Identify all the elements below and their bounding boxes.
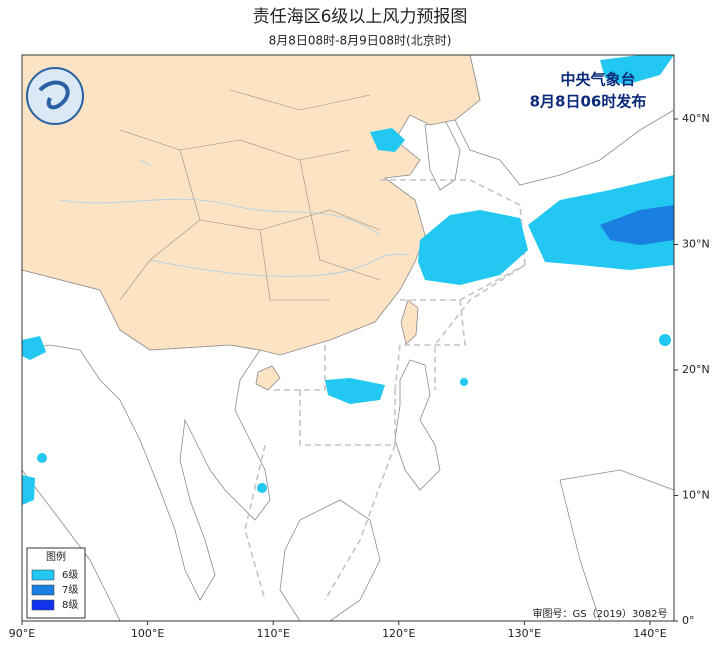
lon-label: 100°E [131, 627, 164, 640]
legend-swatch [31, 584, 55, 596]
logo [26, 67, 84, 125]
legend-label: 6级 [62, 569, 78, 581]
lat-label: 30°N [682, 238, 710, 251]
issue-time: 8月8日06时发布 [530, 93, 647, 111]
approval-number: 审图号：GS（2019）3082号 [533, 607, 668, 620]
lat-label: 20°N [682, 363, 710, 376]
title: 责任海区6级以上风力预报图 [253, 7, 468, 27]
lon-label: 120°E [382, 627, 415, 640]
legend-title: 图例 [46, 550, 66, 563]
lat-label: 0° [682, 614, 695, 627]
legend-swatch [31, 599, 55, 611]
lat-label: 40°N [682, 112, 710, 125]
map-frame [21, 54, 675, 622]
legend-label: 8级 [62, 599, 78, 611]
lon-label: 130°E [508, 627, 541, 640]
lon-label: 140°E [633, 627, 666, 640]
legend-label: 7级 [62, 584, 78, 596]
lon-label: 90°E [9, 627, 35, 640]
publisher: 中央气象台 [560, 71, 635, 89]
lon-label: 110°E [256, 627, 289, 640]
legend-swatch [31, 569, 55, 581]
lat-label: 10°N [682, 489, 710, 502]
subtitle: 8月8日08时-8月9日08时(北京时) [269, 34, 452, 48]
